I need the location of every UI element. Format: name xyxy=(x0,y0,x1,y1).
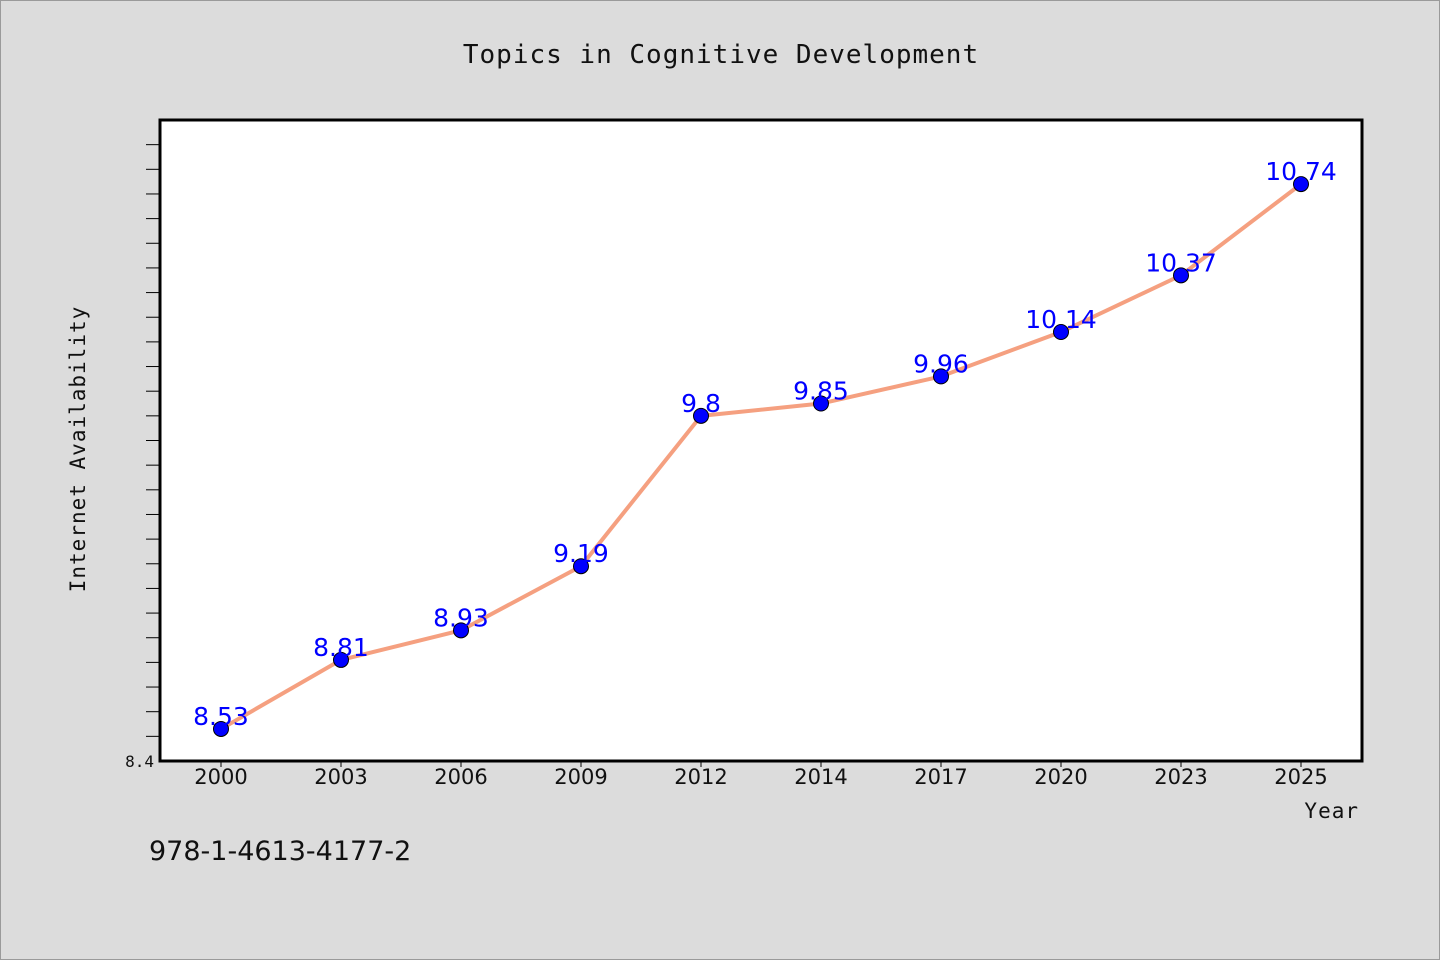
x-axis-label: Year xyxy=(1304,799,1359,823)
x-tick-label: 2000 xyxy=(194,765,247,789)
data-point xyxy=(453,622,469,639)
data-label: 9.8 xyxy=(681,389,721,418)
x-tick-label: 2017 xyxy=(914,765,967,789)
data-point xyxy=(213,720,229,737)
data-label: 10.37 xyxy=(1145,248,1217,277)
data-label: 8.81 xyxy=(313,633,369,662)
chart-title: Topics in Cognitive Development xyxy=(463,40,979,70)
x-tick-label: 2020 xyxy=(1034,765,1087,789)
data-point xyxy=(1293,176,1309,193)
data-point xyxy=(333,651,349,668)
x-tick-label: 2012 xyxy=(674,765,727,789)
series-line xyxy=(219,182,1303,731)
isbn-text: 978-1-4613-4177-2 xyxy=(149,836,412,867)
data-label: 10.14 xyxy=(1025,305,1097,334)
y-axis-label: Internet Availability xyxy=(66,306,90,593)
data-point xyxy=(813,395,829,412)
x-tick-label: 2006 xyxy=(434,765,487,789)
data-label: 9.96 xyxy=(913,349,969,378)
data-point xyxy=(1173,267,1189,284)
x-tick-label: 2003 xyxy=(314,765,367,789)
x-tick-label: 2023 xyxy=(1154,765,1207,789)
x-tick-label: 2025 xyxy=(1274,765,1327,789)
data-label: 9.85 xyxy=(793,377,849,406)
data-point xyxy=(933,368,949,385)
data-label: 9.19 xyxy=(553,539,609,568)
data-label: 8.53 xyxy=(193,702,249,731)
data-label: 10.74 xyxy=(1265,157,1337,186)
data-label: 8.93 xyxy=(433,603,489,632)
x-tick-label: 2009 xyxy=(554,765,607,789)
data-point xyxy=(573,558,589,575)
data-point xyxy=(693,407,709,424)
chart-marks: 8.4 2000 2003 2006 2009 2012 2014 2017 2020 2023 2… xyxy=(125,144,1337,789)
x-tick-label: 2014 xyxy=(794,765,847,789)
y-tick-label: 8.4 xyxy=(125,752,154,771)
data-point xyxy=(1053,324,1069,341)
